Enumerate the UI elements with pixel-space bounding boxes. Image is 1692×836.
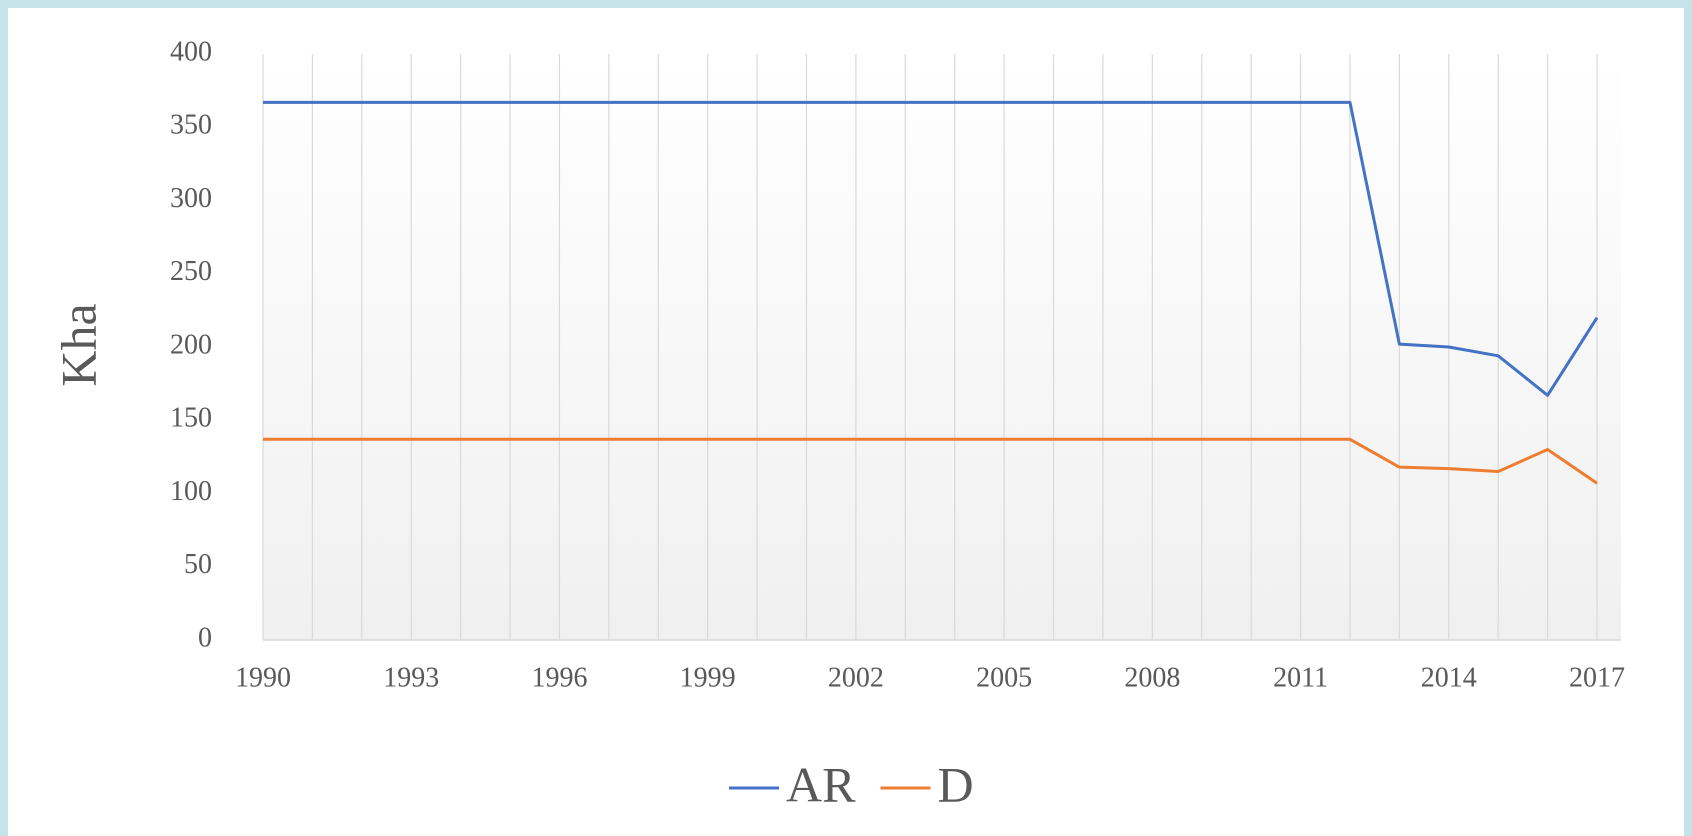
x-tick-label: 2017 (1569, 662, 1625, 693)
plot-area (263, 54, 1621, 640)
legend-label: AR (786, 756, 856, 812)
y-tick-label: 350 (170, 110, 212, 141)
x-tick-label: 1999 (680, 662, 736, 693)
y-tick-label: 400 (170, 36, 212, 67)
x-tick-label: 1990 (235, 662, 291, 693)
y-axis-label: Kha (50, 303, 106, 386)
y-tick-label: 200 (170, 329, 212, 360)
x-tick-label: 1996 (531, 662, 587, 693)
x-tick-label: 2002 (828, 662, 884, 693)
y-tick-label: 50 (184, 549, 212, 580)
x-tick-label: 2011 (1273, 662, 1328, 693)
x-tick-label: 1993 (383, 662, 439, 693)
y-tick-label: 150 (170, 403, 212, 434)
y-tick-label: 300 (170, 183, 212, 214)
y-tick-label: 100 (170, 476, 212, 507)
series-line (263, 100, 1599, 397)
x-tick-label: 2005 (976, 662, 1032, 693)
y-tick-label: 250 (170, 256, 212, 287)
y-tick-label: 0 (198, 622, 212, 653)
x-tick-label: 2008 (1124, 662, 1180, 693)
x-tick-label: 2014 (1421, 662, 1477, 693)
legend-label: D (937, 756, 973, 812)
series-line (263, 437, 1598, 485)
